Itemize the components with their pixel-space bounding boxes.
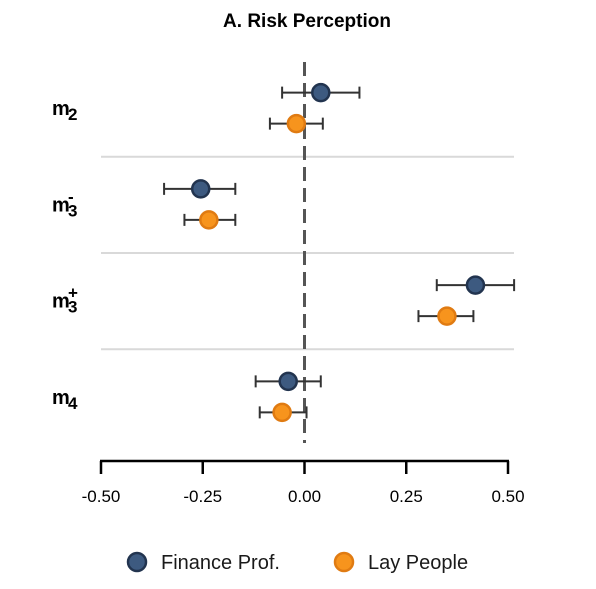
legend-item: Lay People: [333, 551, 468, 574]
data-point: [278, 371, 298, 392]
x-tick-label: -0.25: [183, 487, 222, 506]
legend-item: Finance Prof.: [126, 551, 280, 574]
chart-title: A. Risk Perception: [223, 11, 391, 32]
legend-label: Lay People: [368, 552, 468, 574]
x-tick-label: -0.50: [82, 487, 121, 506]
category-label: m4: [52, 387, 78, 413]
data-point: [311, 82, 331, 103]
legend-marker: [126, 551, 148, 573]
data-point: [190, 179, 211, 199]
x-tick-label: 0.25: [390, 487, 423, 506]
legend-label: Finance Prof.: [161, 552, 280, 574]
data-point: [272, 402, 292, 423]
category-separators: [101, 155, 514, 351]
data-points: [190, 82, 486, 423]
category-label: m+ 3: [52, 284, 78, 317]
legend: Finance Prof. Lay People: [126, 551, 468, 574]
x-tick-label: 0.00: [288, 487, 321, 506]
x-axis: -0.50 -0.25 0.00 0.25 0.50: [82, 459, 525, 506]
data-point: [437, 306, 457, 326]
category-labels: m2 m-3 m+ 3 m4: [52, 98, 78, 413]
data-point: [286, 113, 307, 134]
category-label: m-3: [52, 187, 77, 220]
data-point: [465, 275, 486, 295]
legend-marker: [333, 551, 355, 573]
category-label: m2: [52, 98, 77, 124]
data-point: [199, 210, 219, 230]
x-tick-label: 0.50: [491, 487, 524, 506]
